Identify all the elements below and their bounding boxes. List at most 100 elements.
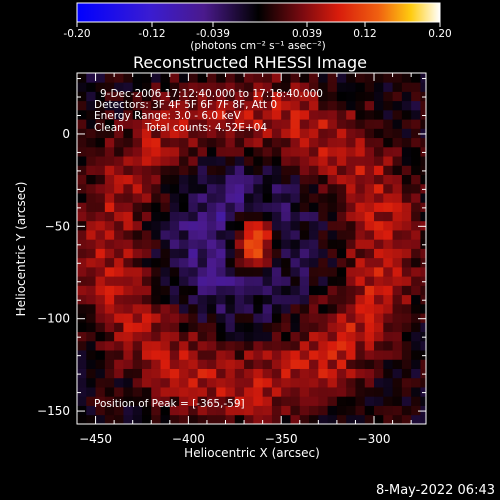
heatmap-cell	[160, 248, 171, 259]
heatmap-cell	[336, 276, 347, 286]
heatmap-cell	[77, 174, 87, 185]
heatmap-cell	[411, 174, 421, 185]
heatmap-cell	[160, 350, 171, 360]
heatmap-cell	[132, 322, 143, 333]
heatmap-cell	[355, 414, 366, 424]
heatmap-cell	[318, 303, 329, 314]
heatmap-cell	[244, 230, 254, 240]
heatmap-cell	[411, 119, 421, 129]
heatmap-cell	[392, 340, 403, 351]
heatmap-cell	[86, 313, 96, 323]
heatmap-cell	[169, 285, 180, 296]
heatmap-cell	[234, 359, 245, 369]
heatmap-cell	[346, 211, 356, 222]
heatmap-cell	[95, 183, 106, 194]
x-tick-label: −400	[172, 432, 205, 446]
heatmap-cell	[262, 276, 273, 286]
heatmap-cell	[123, 73, 134, 83]
heatmap-cell	[132, 146, 143, 157]
heatmap-cell	[188, 137, 199, 148]
heatmap-cell	[262, 303, 273, 314]
heatmap-cell	[95, 257, 106, 268]
heatmap-cell	[271, 266, 282, 277]
heatmap-cell	[123, 109, 134, 120]
heatmap-cell	[309, 294, 319, 305]
heatmap-cell	[160, 165, 171, 176]
heatmap-cell	[151, 109, 161, 120]
heatmap-cell	[95, 193, 106, 203]
heatmap-cell	[114, 377, 124, 388]
heatmap-cell	[309, 303, 319, 314]
heatmap-cell	[95, 230, 106, 240]
heatmap-cell	[420, 340, 426, 351]
heatmap-cell	[346, 359, 356, 369]
colorbar-tick-label: -0.20	[63, 28, 90, 40]
heatmap-cell	[188, 322, 199, 333]
heatmap-cell	[169, 313, 180, 323]
heatmap-cell	[271, 387, 282, 397]
heatmap-cell	[104, 146, 115, 157]
heatmap-cell	[225, 387, 236, 397]
heatmap-cell	[151, 285, 161, 296]
heatmap-cell	[374, 257, 384, 268]
heatmap-cell	[271, 294, 282, 305]
heatmap-cell	[216, 368, 226, 379]
heatmap-cell	[281, 359, 291, 369]
heatmap-cell	[151, 239, 161, 249]
heatmap-cell	[169, 211, 180, 222]
heatmap-cell	[160, 82, 171, 92]
heatmap-cell	[364, 368, 375, 379]
heatmap-cell	[364, 137, 375, 148]
heatmap-cell	[401, 396, 412, 406]
heatmap-cell	[141, 100, 152, 111]
heatmap-cell	[374, 137, 384, 148]
heatmap-cell	[383, 257, 393, 268]
heatmap-cell	[290, 156, 301, 166]
heatmap-cell	[132, 368, 143, 379]
heatmap-cell	[281, 396, 291, 406]
heatmap-cell	[95, 165, 106, 176]
heatmap-cell	[169, 303, 180, 314]
heatmap-cell	[206, 165, 217, 176]
heatmap-cell	[206, 276, 217, 286]
heatmap-cell	[346, 303, 356, 314]
heatmap-cell	[346, 91, 356, 102]
heatmap-cell	[77, 387, 87, 397]
heatmap-cell	[160, 313, 171, 323]
heatmap-cell	[225, 359, 236, 369]
heatmap-cell	[151, 220, 161, 231]
heatmap-cell	[271, 303, 282, 314]
heatmap-cell	[104, 414, 115, 424]
heatmap-cell	[169, 202, 180, 212]
heatmap-cell	[216, 359, 226, 369]
heatmap-cell	[160, 359, 171, 369]
heatmap-cell	[188, 239, 199, 249]
heatmap-cell	[383, 313, 393, 323]
heatmap-cell	[271, 156, 282, 166]
heatmap-cell	[309, 359, 319, 369]
heatmap-cell	[234, 322, 245, 333]
heatmap-cell	[160, 276, 171, 286]
heatmap-cell	[281, 82, 291, 92]
heatmap-cell	[77, 414, 87, 424]
heatmap-cell	[179, 91, 189, 102]
heatmap-cell	[86, 193, 96, 203]
heatmap-cell	[327, 350, 338, 360]
heatmap-cell	[216, 109, 226, 120]
heatmap-cell	[309, 230, 319, 240]
heatmap-cell	[132, 387, 143, 397]
heatmap-cell	[141, 340, 152, 351]
heatmap-cell	[318, 414, 329, 424]
heatmap-cell	[179, 350, 189, 360]
heatmap-cell	[169, 377, 180, 388]
heatmap-cell	[401, 350, 412, 360]
heatmap-cell	[309, 350, 319, 360]
heatmap-cell	[355, 359, 366, 369]
heatmap-cell	[411, 183, 421, 194]
heatmap-cell	[364, 174, 375, 185]
heatmap-cell	[290, 119, 301, 129]
heatmap-cell	[216, 239, 226, 249]
heatmap-cell	[216, 82, 226, 92]
heatmap-cell	[355, 183, 366, 194]
heatmap-cell	[327, 82, 338, 92]
